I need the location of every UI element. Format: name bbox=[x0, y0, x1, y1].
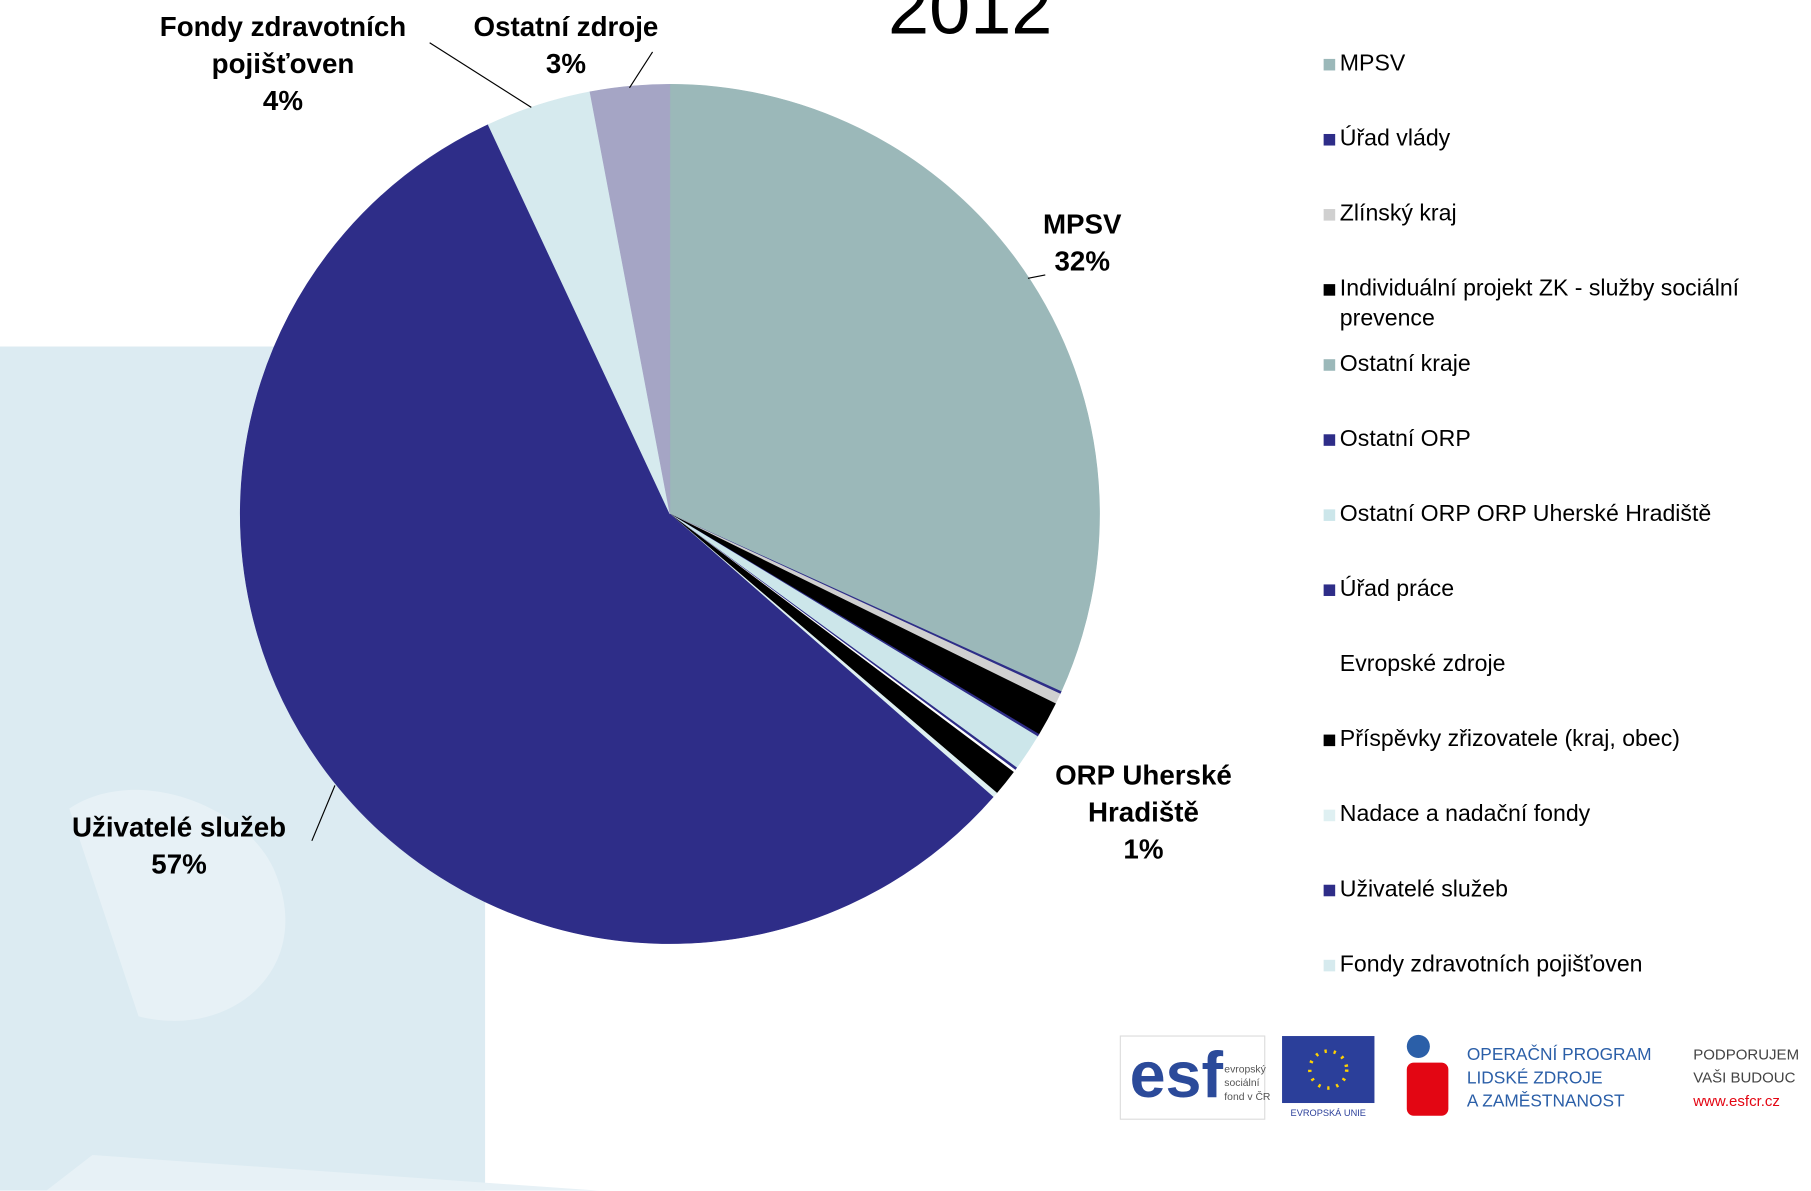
legend-swatch bbox=[1323, 659, 1336, 672]
legend-swatch bbox=[1323, 584, 1336, 596]
legend-label: Individuální projekt ZK - služby sociáln… bbox=[1339, 276, 1740, 332]
eu-flag bbox=[1282, 1036, 1375, 1104]
legend-label: MPSV bbox=[1339, 50, 1406, 77]
data-label-name: Uživatelé služeb bbox=[72, 812, 286, 843]
legend-label: Zlínský kraj bbox=[1339, 200, 1457, 227]
legend-entry: MPSV bbox=[1323, 49, 1811, 79]
leader-line bbox=[429, 42, 532, 108]
legend-entry: Zlínský kraj bbox=[1323, 199, 1811, 229]
legend-swatch bbox=[1323, 809, 1336, 822]
op-logo bbox=[1406, 1034, 1430, 1058]
eu-stars bbox=[1308, 1049, 1349, 1090]
legend-entry: Individuální projekt ZK - služby sociáln… bbox=[1323, 274, 1811, 334]
legend-entry: Ostatní ORP bbox=[1323, 424, 1811, 454]
chart-title: 2012 bbox=[888, 0, 1052, 49]
data-label-name: pojišťoven bbox=[212, 48, 355, 79]
op-logo bbox=[1406, 1062, 1449, 1116]
legend-entry: Nadace a nadační fondy bbox=[1323, 799, 1811, 829]
esf-mark: esf bbox=[1130, 1038, 1224, 1111]
legend-swatch bbox=[1323, 133, 1336, 146]
esf-text: evropský bbox=[1224, 1064, 1266, 1075]
eu-text: EVROPSKÁ UNIE bbox=[1291, 1108, 1366, 1118]
program-text: A ZAMĚSTNANOST bbox=[1467, 1090, 1625, 1110]
legend-label: Ostatní kraje bbox=[1339, 351, 1471, 377]
data-label: 57% bbox=[151, 849, 206, 880]
data-label: 4% bbox=[263, 85, 303, 116]
slogan-text: VAŠI BUDOUC bbox=[1693, 1070, 1795, 1087]
legend-entry: Úřad vlády bbox=[1323, 124, 1811, 154]
legend-label: Evropské zdroje bbox=[1339, 651, 1506, 677]
legend-swatch bbox=[1323, 58, 1336, 71]
legend-label: Úřad vlády bbox=[1339, 125, 1451, 152]
data-label-name: Hradiště bbox=[1088, 797, 1199, 828]
data-label-name: Ostatní zdroje bbox=[474, 11, 659, 42]
legend-swatch bbox=[1323, 284, 1336, 296]
pie-slice bbox=[240, 124, 994, 944]
legend-swatch bbox=[1323, 359, 1336, 371]
pie bbox=[240, 84, 1100, 944]
legend-label: Příspěvky zřizovatele (kraj, obec) bbox=[1339, 726, 1681, 752]
legend-entry: Evropské zdroje bbox=[1323, 649, 1811, 679]
data-label: 1% bbox=[1123, 834, 1163, 865]
data-label: 3% bbox=[546, 48, 586, 79]
slogan-text: www.esfcr.cz bbox=[1692, 1093, 1780, 1110]
legend-swatch bbox=[1323, 959, 1336, 972]
slogan-text: PODPORUJEM bbox=[1693, 1047, 1799, 1064]
data-label-name: ORP Uherské bbox=[1055, 760, 1232, 791]
data-label: 32% bbox=[1054, 246, 1109, 277]
legend-label: Ostatní ORP ORP Uherské Hradiště bbox=[1339, 501, 1712, 527]
legend-swatch bbox=[1323, 509, 1336, 521]
legend-label: Úřad práce bbox=[1339, 576, 1455, 602]
legend-entry: Příspěvky zřizovatele (kraj, obec) bbox=[1323, 724, 1811, 754]
legend-swatch bbox=[1323, 209, 1336, 221]
legend-swatch bbox=[1323, 734, 1336, 747]
legend-label: Nadace a nadační fondy bbox=[1339, 801, 1591, 827]
pie-slice bbox=[589, 84, 671, 515]
background-puzzle bbox=[46, 789, 601, 1191]
legend-entry: Fondy zdravotních pojišťoven bbox=[1323, 949, 1811, 979]
legend-entry: Uživatelé služeb bbox=[1323, 874, 1811, 904]
legend-label: Ostatní ORP bbox=[1339, 426, 1471, 452]
legend-entry: Ostatní kraje bbox=[1323, 349, 1811, 379]
leader-line bbox=[628, 51, 654, 89]
legend-label: Fondy zdravotních pojišťoven bbox=[1339, 951, 1643, 978]
logos: esf evropský sociální fond v ČR EVROPSKÁ… bbox=[1119, 1034, 1799, 1120]
legend-label: Uživatelé služeb bbox=[1339, 876, 1508, 903]
leader-line bbox=[1027, 274, 1046, 279]
legend-entry: Ostatní ORP ORP Uherské Hradiště bbox=[1323, 499, 1811, 529]
program-text: LIDSKÉ ZDROJE bbox=[1467, 1067, 1603, 1087]
legend-entry: Úřad práce bbox=[1323, 574, 1811, 604]
data-label-name: MPSV bbox=[1043, 209, 1122, 240]
data-label-name: Fondy zdravotních bbox=[160, 11, 406, 42]
program-text: OPERAČNÍ PROGRAM bbox=[1467, 1044, 1652, 1064]
esf-logo bbox=[1119, 1035, 1266, 1120]
legend-swatch bbox=[1323, 884, 1336, 897]
pie-slice bbox=[669, 84, 1100, 692]
esf-text: sociální bbox=[1224, 1078, 1259, 1089]
leader-line bbox=[311, 785, 336, 842]
legend-swatch bbox=[1323, 434, 1336, 446]
esf-text: fond v ČR bbox=[1224, 1090, 1271, 1103]
